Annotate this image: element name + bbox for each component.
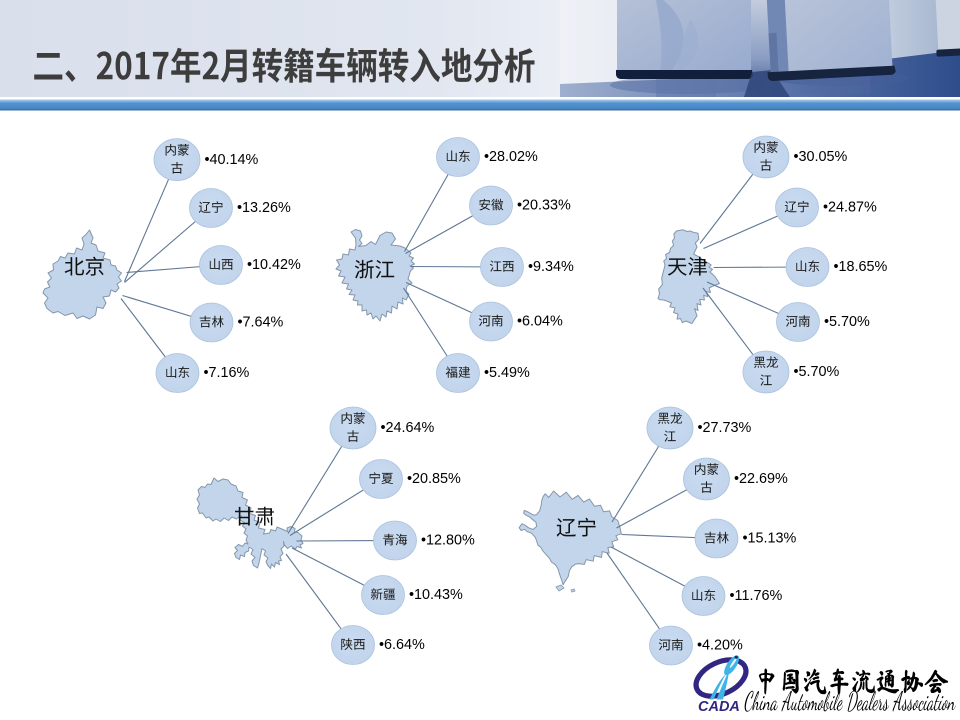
svg-text:•28.02%: •28.02% <box>484 149 538 165</box>
svg-text:•11.76%: •11.76% <box>730 588 783 604</box>
svg-text:•22.69%: •22.69% <box>734 471 788 487</box>
svg-text:CADA: CADA <box>698 699 740 715</box>
svg-text:•5.70%: •5.70% <box>824 314 870 330</box>
svg-text:•6.04%: •6.04% <box>517 314 563 330</box>
svg-text:•5.70%: •5.70% <box>794 364 840 380</box>
svg-text:•13.26%: •13.26% <box>237 200 291 216</box>
svg-text:•7.64%: •7.64% <box>238 315 284 331</box>
svg-text:•6.64%: •6.64% <box>379 637 425 653</box>
svg-text:•4.20%: •4.20% <box>697 638 743 654</box>
svg-text:•20.85%: •20.85% <box>407 471 461 487</box>
svg-text:•20.33%: •20.33% <box>517 198 571 214</box>
svg-text:•24.87%: •24.87% <box>823 200 877 216</box>
svg-text:•30.05%: •30.05% <box>794 149 848 165</box>
svg-text:•10.43%: •10.43% <box>409 587 463 603</box>
svg-text:•18.65%: •18.65% <box>834 259 888 275</box>
svg-text:•9.34%: •9.34% <box>528 259 574 275</box>
svg-text:•7.16%: •7.16% <box>204 365 250 381</box>
svg-text:•5.49%: •5.49% <box>484 365 530 381</box>
svg-text:•27.73%: •27.73% <box>698 420 752 436</box>
svg-text:•24.64%: •24.64% <box>381 420 435 436</box>
svg-text:•15.13%: •15.13% <box>743 531 797 547</box>
svg-text:•12.80%: •12.80% <box>421 533 475 549</box>
svg-text:•10.42%: •10.42% <box>247 257 301 273</box>
svg-text:•40.14%: •40.14% <box>205 152 259 168</box>
